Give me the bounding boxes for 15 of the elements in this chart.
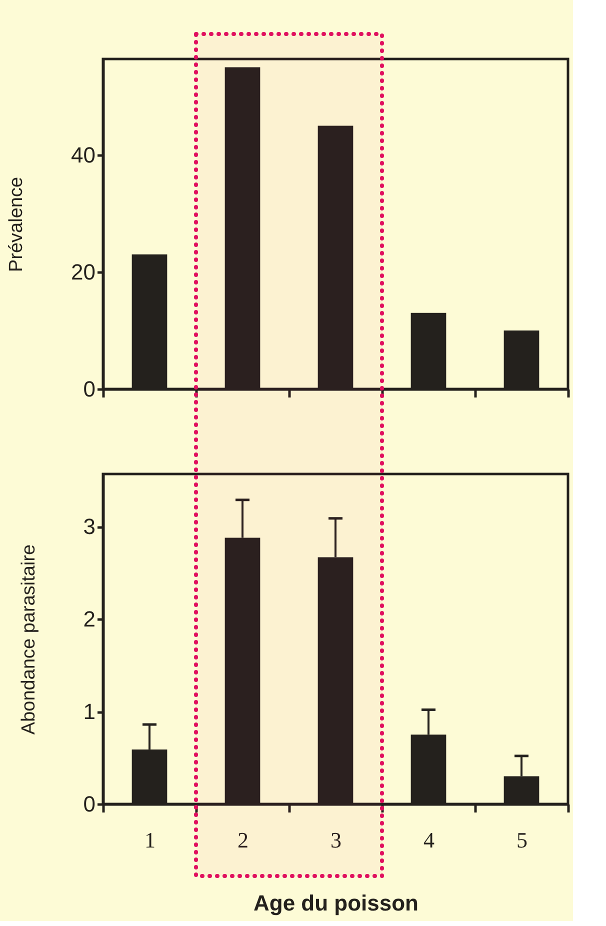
y-tick-label: 1: [83, 699, 96, 724]
x-tick-label: 1: [144, 828, 156, 852]
x-axis-title: Age du poisson: [254, 890, 418, 916]
x-tick-label: 4: [424, 828, 434, 852]
x-tick-label: 5: [516, 828, 528, 852]
y-tick-label: 0: [83, 376, 96, 402]
y-tick-label: 2: [83, 606, 96, 632]
y-axis-title: Prévalence: [6, 176, 28, 272]
x-tick-label: 2: [238, 828, 248, 852]
y-tick-label: 3: [83, 514, 96, 540]
y-tick-label: 40: [71, 142, 96, 168]
y-tick-label: 0: [83, 792, 96, 816]
y-tick-label: 20: [71, 259, 96, 284]
y-axis-title: Abondance parasitaire: [18, 544, 40, 735]
x-tick-label: 3: [330, 828, 342, 852]
